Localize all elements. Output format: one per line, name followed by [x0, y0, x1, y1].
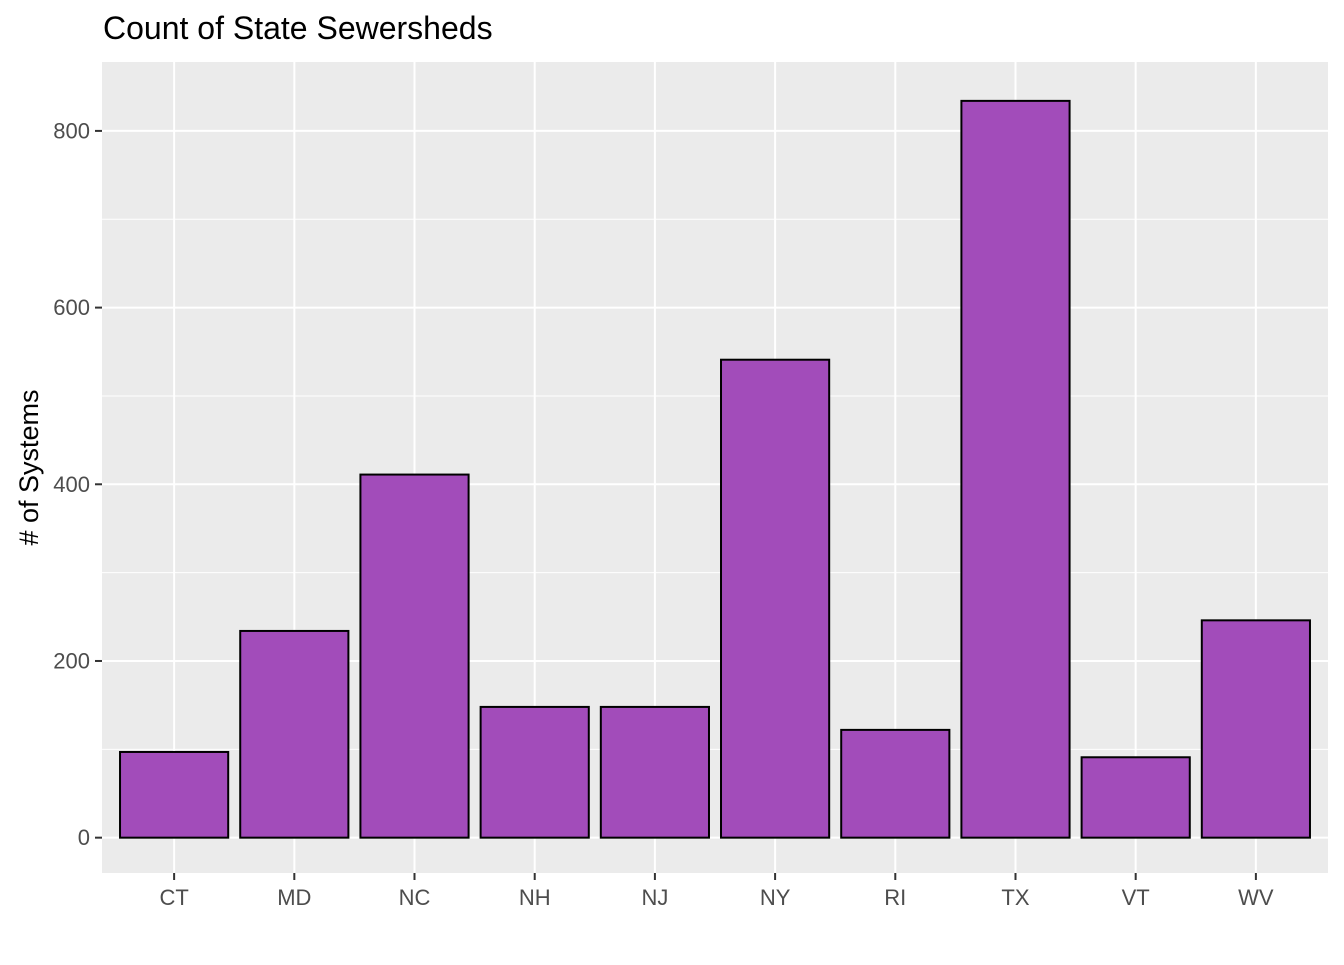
chart-title: Count of State Sewersheds — [103, 10, 493, 46]
bar-vt — [1080, 756, 1191, 839]
x-tick-label: RI — [884, 885, 906, 910]
x-tick-label: NJ — [641, 885, 668, 910]
bar-nj — [599, 705, 710, 839]
y-axis: 0 200 400 600 800 — [53, 118, 102, 850]
y-tick-label: 800 — [53, 118, 90, 143]
y-tick-label: 600 — [53, 295, 90, 320]
bar-ct — [119, 750, 230, 839]
bar-nc — [359, 473, 470, 839]
x-tick-label: VT — [1122, 885, 1150, 910]
x-tick-label: NC — [399, 885, 431, 910]
bar-wv — [1200, 619, 1311, 839]
y-tick-label: 400 — [53, 472, 90, 497]
y-tick-label: 200 — [53, 648, 90, 673]
x-tick-label: MD — [277, 885, 311, 910]
x-tick-label: NY — [760, 885, 791, 910]
bar-nh — [479, 705, 590, 839]
bar-ri — [840, 728, 951, 839]
bar-md — [239, 629, 350, 839]
x-tick-label: TX — [1001, 885, 1029, 910]
x-tick-label: WV — [1238, 885, 1274, 910]
bars — [119, 99, 1311, 839]
y-tick-label: 0 — [78, 825, 90, 850]
bar-tx — [960, 99, 1071, 839]
x-tick-label: CT — [159, 885, 188, 910]
bar-ny — [720, 358, 831, 839]
x-tick-label: NH — [519, 885, 551, 910]
y-axis-label: # of Systems — [14, 389, 44, 545]
x-axis: CT MD NC NH NJ NY RI TX VT WV — [159, 873, 1274, 910]
